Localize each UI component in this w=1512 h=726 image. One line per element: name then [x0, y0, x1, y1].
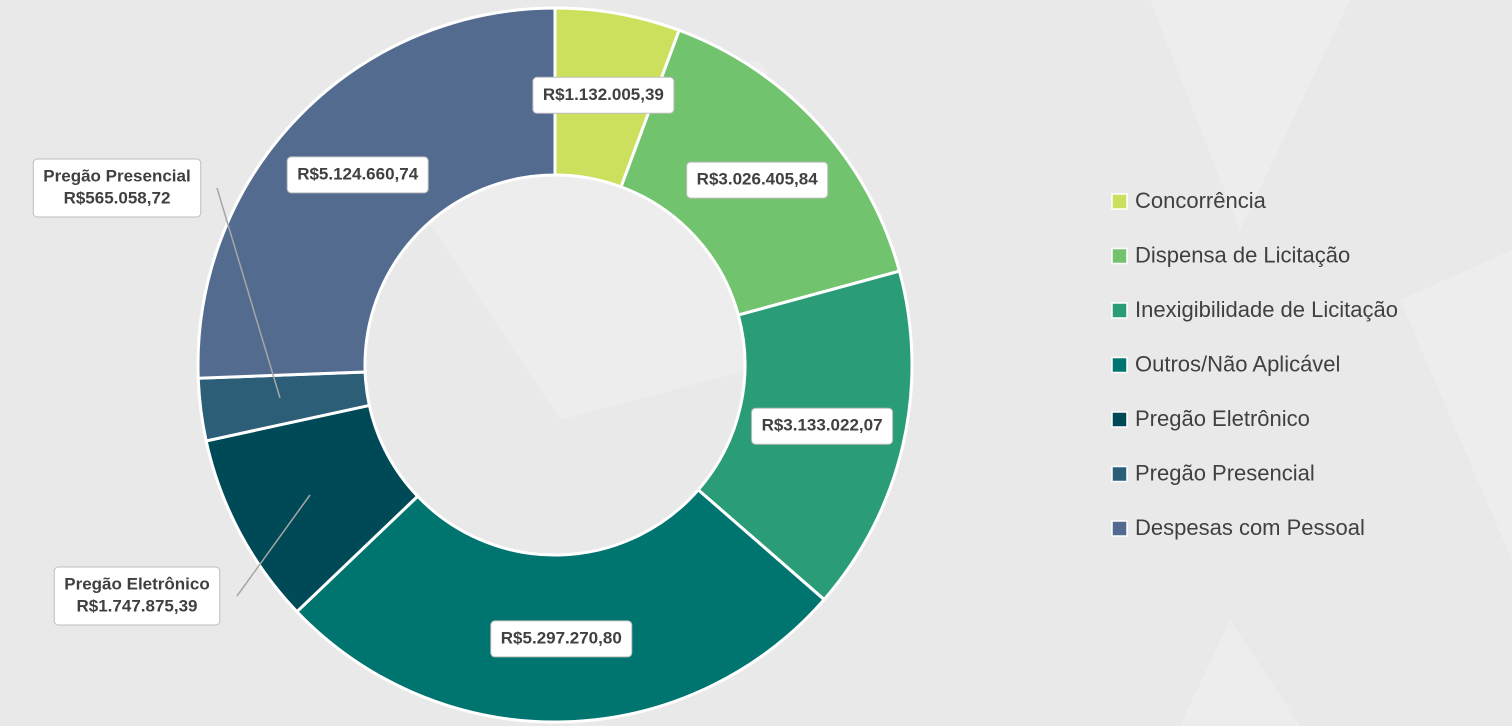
legend-label: Pregão Presencial	[1135, 460, 1315, 485]
legend-label: Despesas com Pessoal	[1135, 515, 1365, 540]
bg-shape	[1180, 620, 1300, 726]
legend-swatch	[1111, 302, 1128, 319]
label-group: R$5.124.660,74	[286, 156, 429, 194]
label-box	[32, 158, 202, 218]
label-group: R$1.132.005,39	[532, 76, 675, 114]
callout: Pregão Presencial R$565.058,72	[32, 158, 202, 218]
data-label: R$565.058,72	[64, 188, 171, 207]
legend-label: Dispensa de Licitação	[1135, 242, 1350, 267]
data-label: R$3.133.022,07	[762, 416, 883, 435]
data-label: R$3.026.405,84	[697, 170, 819, 189]
label-box	[532, 76, 675, 114]
legend-swatch	[1111, 465, 1128, 483]
label-box	[286, 156, 429, 194]
legend-label: Concorrência	[1135, 188, 1267, 213]
legend-label: Pregão Eletrônico	[1135, 406, 1310, 431]
legend-swatch	[1111, 356, 1128, 374]
bg-shape	[1400, 250, 1512, 560]
leader-line	[216, 187, 281, 399]
bg-shape	[1150, 0, 1350, 230]
legend-swatch	[1111, 247, 1128, 265]
leader-line	[236, 494, 311, 597]
callout: Pregão Eletrônico R$1.747.875,39	[53, 566, 221, 626]
legend-swatch	[1111, 520, 1128, 537]
label-box	[490, 620, 633, 658]
data-label: R$5.124.660,74	[297, 164, 419, 183]
donut-slice	[294, 487, 827, 724]
data-label: R$1.132.005,39	[543, 85, 664, 104]
label-box	[53, 566, 221, 626]
legend-swatch	[1111, 411, 1128, 428]
label-group: Pregão Eletrônico R$1.747.875,39	[53, 494, 311, 626]
label-box	[751, 407, 894, 445]
label-group: R$5.297.270,80	[490, 620, 633, 658]
legend-swatch	[1111, 193, 1128, 210]
label-group: Pregão Presencial R$565.058,72	[32, 158, 281, 399]
legend-label: Inexigibilidade de Licitação	[1135, 297, 1398, 322]
data-label: R$5.297.270,80	[501, 628, 622, 647]
data-label: Pregão Eletrônico	[64, 574, 209, 593]
legend-label: Outros/Não Aplicável	[1135, 351, 1340, 376]
data-label: Pregão Presencial	[43, 166, 190, 185]
data-label: R$1.747.875,39	[77, 596, 198, 615]
label-group: R$3.026.405,84	[686, 161, 829, 199]
label-box	[686, 161, 829, 199]
label-group: R$3.133.022,07	[751, 407, 894, 445]
